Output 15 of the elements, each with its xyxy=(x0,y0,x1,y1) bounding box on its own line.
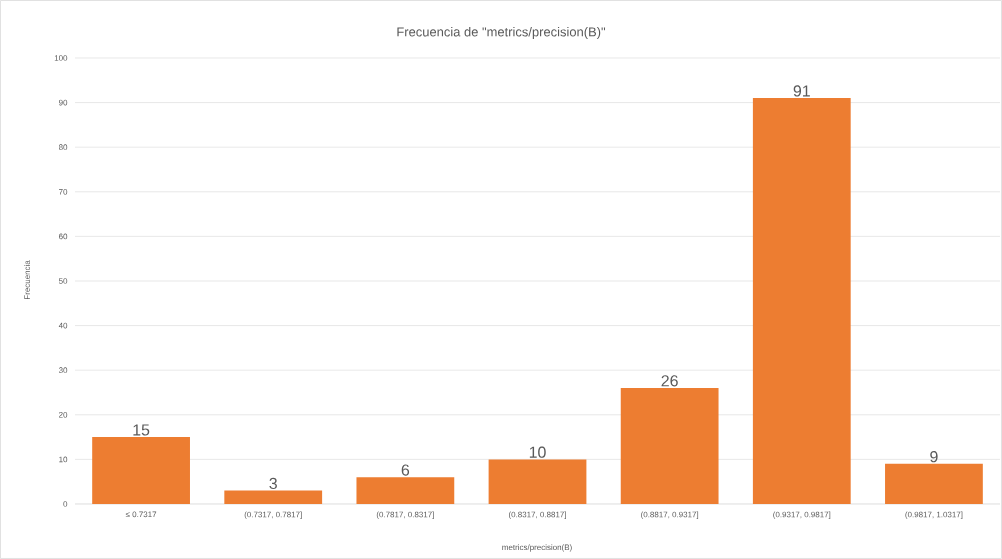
chart-title: Frecuencia de "metrics/precision(B)" xyxy=(397,26,606,40)
data-label: 26 xyxy=(661,375,678,387)
data-label: 10 xyxy=(529,446,546,458)
data-label: 15 xyxy=(133,424,150,436)
bar xyxy=(752,98,851,504)
bar xyxy=(488,459,587,504)
data-label: 3 xyxy=(269,477,277,490)
data-label: 91 xyxy=(793,85,810,97)
bar xyxy=(92,437,190,504)
data-label: 6 xyxy=(401,464,410,476)
bar xyxy=(356,477,455,504)
bar xyxy=(224,490,323,504)
bar xyxy=(620,388,719,504)
data-label: 9 xyxy=(930,451,938,463)
bar xyxy=(885,463,983,504)
